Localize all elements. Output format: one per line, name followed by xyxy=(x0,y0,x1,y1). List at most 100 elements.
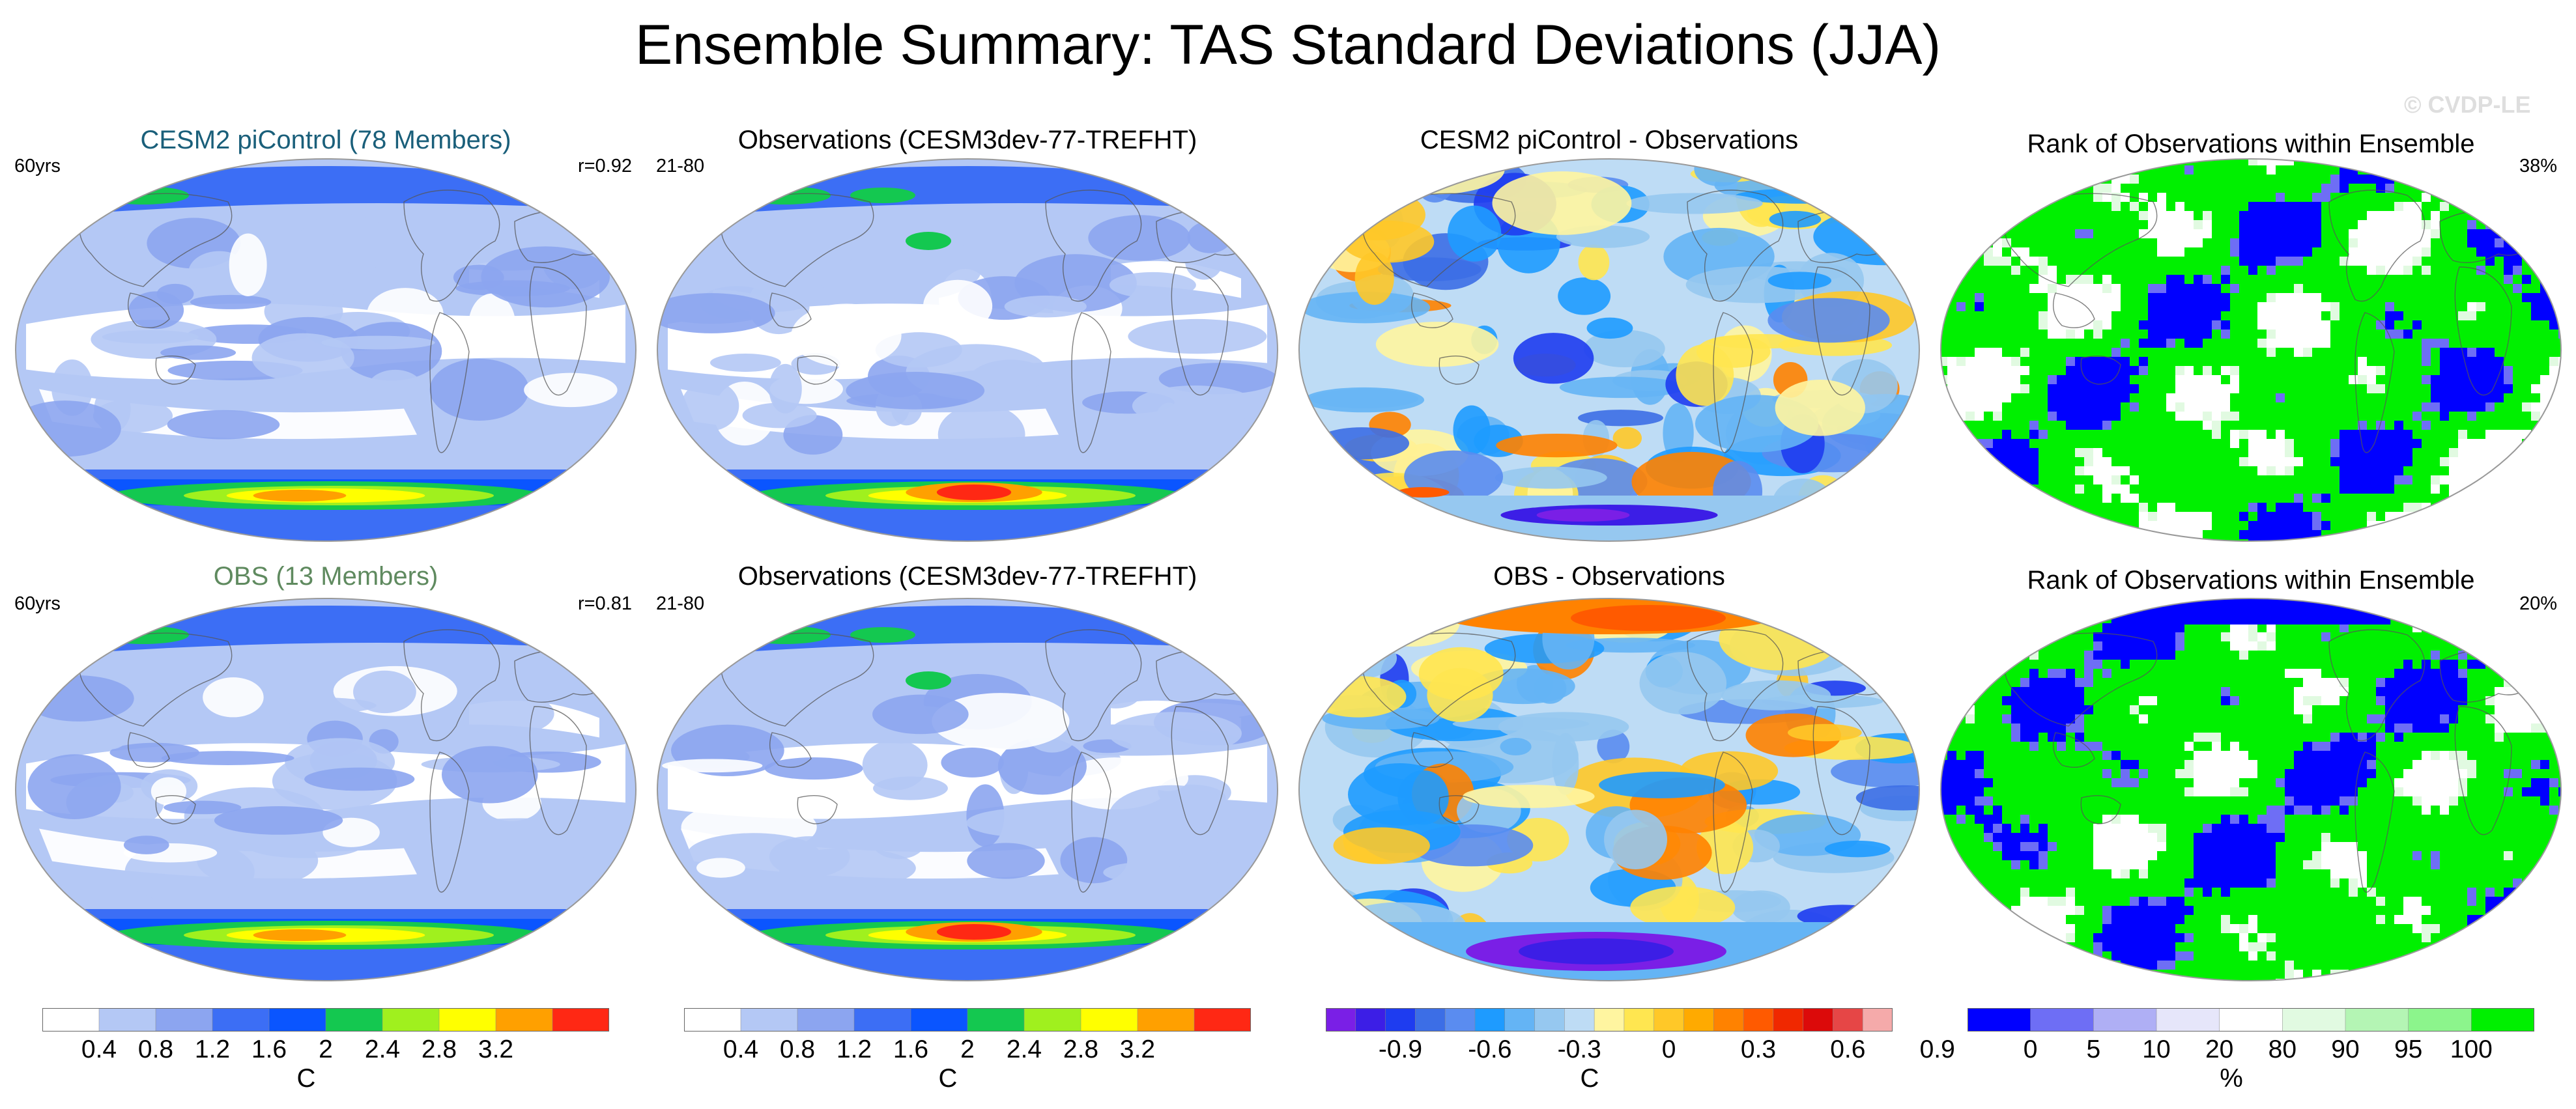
colorbar-swatch xyxy=(212,1008,270,1032)
colorbar-swatch xyxy=(853,1008,911,1032)
coastlines xyxy=(1362,190,1896,453)
colorbar-tick-label: 0.8 xyxy=(137,1035,174,1063)
colorbar-tick-label: 2 xyxy=(960,1035,975,1063)
colorbar-swatch xyxy=(268,1008,326,1032)
panel-period-label: 21-80 xyxy=(656,156,705,176)
colorbar-tick-label: 0.4 xyxy=(723,1035,759,1063)
coastlines xyxy=(1362,629,1896,893)
colorbar-swatch xyxy=(2471,1008,2534,1032)
colorbar-tick-label: 0.3 xyxy=(1740,1035,1777,1063)
panel-stat-label: 20% xyxy=(2519,593,2557,614)
colorbar-swatch xyxy=(1194,1008,1251,1032)
colorbar-tick-label: 0 xyxy=(2023,1035,2038,1063)
map-diff xyxy=(1298,158,1921,542)
map-rank1 xyxy=(1939,158,2562,542)
colorbar-swatch xyxy=(740,1008,798,1032)
colorbar-tick-label: -0.6 xyxy=(1468,1035,1512,1063)
colorbar-swatch xyxy=(684,1008,741,1032)
colorbar-swatch xyxy=(1355,1008,1386,1032)
panel-period-label: 60yrs xyxy=(14,156,61,176)
colorbar-tick-label: 0 xyxy=(1661,1035,1676,1063)
colorbar-tick-label: 1.6 xyxy=(893,1035,929,1063)
colorbar-tick-label: 0.4 xyxy=(81,1035,117,1063)
panel-stat-label: r=0.92 xyxy=(577,156,632,176)
colorbar-swatch xyxy=(2345,1008,2409,1032)
colorbar-swatch xyxy=(1624,1008,1655,1032)
colorbar-unit-label: C xyxy=(296,1064,316,1093)
coastlines xyxy=(2004,629,2538,893)
colorbar-swatch xyxy=(42,1008,100,1032)
map-diff2 xyxy=(1298,598,1921,981)
colorbar-swatch xyxy=(1653,1008,1685,1032)
colorbar-swatch xyxy=(1415,1008,1446,1032)
map-rank2 xyxy=(1939,598,2562,981)
colorbar-tick-label: 2.8 xyxy=(421,1035,457,1063)
colorbar-swatch xyxy=(1564,1008,1595,1032)
colorbar-tick-label: 2 xyxy=(319,1035,333,1063)
colorbar-swatch xyxy=(1833,1008,1863,1032)
coastlines xyxy=(79,190,613,453)
colorbar-swatch xyxy=(967,1008,1025,1032)
colorbar-swatch xyxy=(552,1008,609,1032)
diff-colorbar xyxy=(1326,1008,1893,1032)
colorbar-swatch xyxy=(1713,1008,1744,1032)
panel-period-label: 60yrs xyxy=(14,593,61,614)
colorbar-swatch xyxy=(1594,1008,1625,1032)
colorbar-tick-label: 2.8 xyxy=(1063,1035,1099,1063)
colorbar-swatch xyxy=(1474,1008,1506,1032)
colorbar-swatch xyxy=(2282,1008,2346,1032)
colorbar-tick-label: 1.6 xyxy=(251,1035,287,1063)
colorbar-unit-label: C xyxy=(938,1064,958,1093)
panel-title: Rank of Observations within Ensemble xyxy=(2027,130,2475,158)
colorbar-unit-label: % xyxy=(2220,1064,2243,1093)
colorbar-swatch xyxy=(1862,1008,1893,1032)
colorbar-swatch xyxy=(1534,1008,1566,1032)
coastlines xyxy=(721,190,1255,453)
panel-title: Observations (CESM3dev-77-TREFHT) xyxy=(737,562,1197,591)
colorbar-tick-label: 5 xyxy=(2086,1035,2101,1063)
figure-title: Ensemble Summary: TAS Standard Deviation… xyxy=(635,14,1941,76)
colorbar-swatch xyxy=(1023,1008,1081,1032)
colorbar-tick-label: 90 xyxy=(2331,1035,2360,1063)
colorbar-tick-label: 80 xyxy=(2268,1035,2297,1063)
colorbar-tick-label: 100 xyxy=(2450,1035,2493,1063)
colorbar-tick-label: 2.4 xyxy=(364,1035,401,1063)
rank-colorbar xyxy=(1968,1008,2534,1032)
panel-title: OBS - Observations xyxy=(1493,562,1725,591)
colorbar-tick-label: 2.4 xyxy=(1006,1035,1042,1063)
map-field xyxy=(1941,158,2561,541)
colorbar-tick-label: 95 xyxy=(2394,1035,2423,1063)
colorbar-swatch xyxy=(1385,1008,1416,1032)
colorbar-swatch xyxy=(2408,1008,2472,1032)
colorbar-swatch xyxy=(1968,1008,2031,1032)
colorbar-tick-label: 20 xyxy=(2205,1035,2234,1063)
colorbar-tick-label: -0.3 xyxy=(1557,1035,1601,1063)
watermark: © CVDP-LE xyxy=(2404,91,2531,118)
colorbar-tick-label: 3.2 xyxy=(1119,1035,1156,1063)
colorbar-tick-label: 3.2 xyxy=(478,1035,514,1063)
colorbar-swatch xyxy=(1137,1008,1195,1032)
colorbar-swatch xyxy=(438,1008,496,1032)
map-sd_model xyxy=(14,158,637,542)
colorbar-tick-label: 0.9 xyxy=(1919,1035,1955,1063)
colorbar-swatch xyxy=(1773,1008,1804,1032)
map-field xyxy=(16,158,636,541)
colorbar-swatch xyxy=(98,1008,156,1032)
colorbar-swatch xyxy=(1444,1008,1476,1032)
panel-title: OBS (13 Members) xyxy=(213,562,438,591)
map-sd_obsens xyxy=(14,598,637,981)
colorbar-swatch xyxy=(495,1008,553,1032)
panel-stat-label: 38% xyxy=(2519,156,2557,176)
colorbar-swatch xyxy=(155,1008,213,1032)
colorbar-swatch xyxy=(2030,1008,2095,1032)
colorbar-tick-label: 0.6 xyxy=(1830,1035,1866,1063)
colorbar-swatch xyxy=(1326,1008,1356,1032)
map-sd_obs2 xyxy=(656,598,1279,981)
colorbar-swatch xyxy=(325,1008,383,1032)
colorbar-swatch xyxy=(797,1008,855,1032)
colorbar-swatch xyxy=(1504,1008,1536,1032)
panel-title: CESM2 piControl (78 Members) xyxy=(140,126,511,154)
colorbar-swatch xyxy=(1743,1008,1774,1032)
colorbar-tick-label: 1.2 xyxy=(194,1035,231,1063)
panel-period-label: 21-80 xyxy=(656,593,705,614)
